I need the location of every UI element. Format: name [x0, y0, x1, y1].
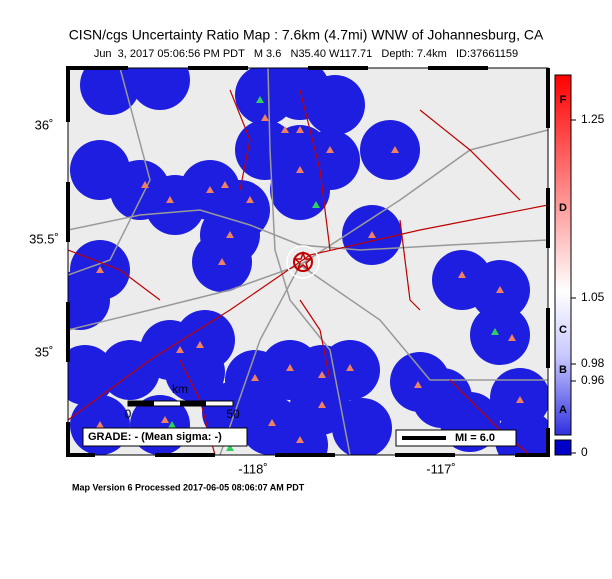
roads [68, 68, 548, 455]
station [221, 181, 229, 188]
colorbar: F D C B A 1.25 1.05 0.98 0.96 0 [554, 74, 605, 459]
colorbar-letter: C [559, 324, 567, 336]
station [96, 421, 104, 428]
coverage-circle [268, 415, 328, 455]
coverage-circle [68, 270, 110, 330]
colorbar-gradient [554, 74, 572, 436]
station [346, 364, 354, 371]
station [491, 328, 499, 335]
epicenter [286, 245, 320, 279]
coverage-circle [360, 120, 420, 180]
colorbar-value: 0.96 [581, 373, 605, 387]
coverage-circle [202, 382, 262, 442]
station [516, 396, 524, 403]
station [458, 271, 466, 278]
map-title: CISN/cgs Uncertainty Ratio Map : 7.6km (… [69, 27, 544, 43]
station [508, 334, 516, 341]
colorbar-letter: F [560, 94, 567, 106]
stations [96, 96, 524, 451]
colorbar-value: 1.05 [581, 290, 605, 304]
station [226, 444, 234, 451]
latitude-label: 36˚ [35, 117, 54, 132]
station [414, 381, 422, 388]
station [296, 436, 304, 443]
latitude-label: 35˚ [35, 344, 54, 359]
grade-text: GRADE: - (Mean sigma: -) [88, 431, 222, 443]
colorbar-letter: A [559, 404, 567, 416]
station [296, 126, 304, 133]
map-area [68, 68, 548, 455]
station [318, 371, 326, 378]
station [206, 186, 214, 193]
station [161, 416, 169, 423]
station [268, 419, 276, 426]
station [141, 181, 149, 188]
scale-start: 0 [125, 407, 132, 421]
footer: Map Version 6 Processed 2017-06-05 08:06… [72, 482, 305, 492]
station [281, 126, 289, 133]
station [496, 286, 504, 293]
grade-box [82, 427, 248, 447]
station [246, 196, 254, 203]
coverage-circle [80, 68, 140, 115]
station [326, 146, 334, 153]
station [368, 231, 376, 238]
mi-text: MI = 6.0 [455, 432, 495, 444]
station [226, 231, 234, 238]
station [318, 401, 326, 408]
station [168, 421, 176, 428]
colorbar-value: 1.25 [581, 112, 605, 126]
station [96, 266, 104, 273]
station [391, 146, 399, 153]
colorbar-letter: B [559, 364, 567, 376]
scale-end: 50 [226, 407, 240, 421]
station [218, 258, 226, 265]
mi-box [395, 429, 517, 447]
coverage-circle [470, 305, 530, 365]
colorbar-value: 0 [581, 445, 588, 459]
station [176, 346, 184, 353]
colorbar-value: 0.98 [581, 356, 605, 370]
map-subtitle: Jun 3, 2017 05:06:56 PM PDT M 3.6 N35.40… [94, 48, 518, 60]
station [251, 374, 259, 381]
coverage-circle [175, 310, 235, 370]
station [256, 96, 264, 103]
station-coverage [68, 68, 548, 455]
coverage-circle [130, 68, 190, 110]
station [196, 341, 204, 348]
scale-bar: km 0 50 [125, 382, 240, 421]
station [261, 114, 269, 121]
scale-unit: km [172, 382, 188, 396]
station [296, 166, 304, 173]
station [286, 364, 294, 371]
longitude-label: -118˚ [238, 461, 267, 476]
longitude-label: -117˚ [426, 461, 455, 476]
colorbar-zero [554, 439, 572, 456]
coverage-circle [305, 75, 365, 135]
station [312, 201, 320, 208]
station [166, 196, 174, 203]
latitude-label: 35.5˚ [29, 231, 59, 246]
map-border [67, 67, 549, 456]
colorbar-letter: D [559, 202, 567, 214]
